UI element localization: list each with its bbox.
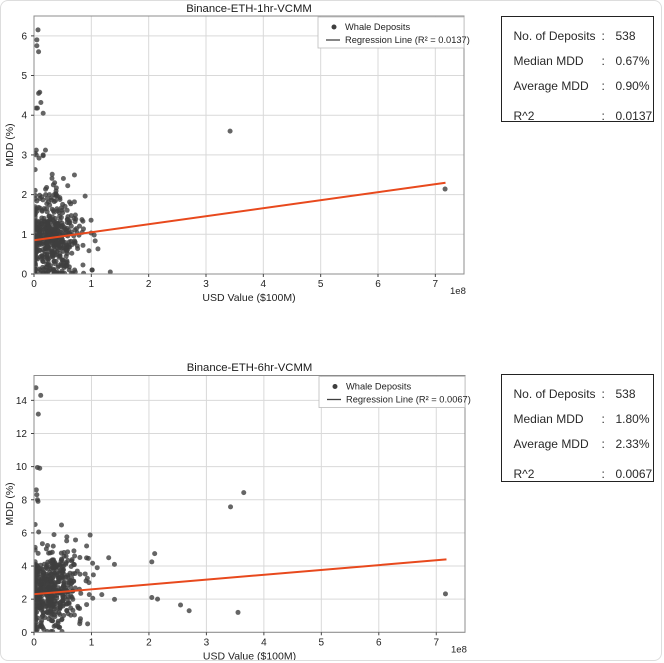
svg-text:3: 3 bbox=[204, 637, 210, 648]
svg-text:2: 2 bbox=[146, 637, 152, 648]
svg-text:Whale Deposits: Whale Deposits bbox=[345, 22, 410, 32]
svg-text:MDD (%): MDD (%) bbox=[4, 482, 16, 525]
svg-text:0: 0 bbox=[21, 628, 27, 639]
svg-text:10: 10 bbox=[16, 462, 28, 473]
svg-text:6: 6 bbox=[21, 31, 27, 42]
svg-text:0: 0 bbox=[31, 637, 37, 648]
svg-text:Binance-ETH-1hr-VCMM: Binance-ETH-1hr-VCMM bbox=[186, 3, 312, 15]
svg-text:1: 1 bbox=[89, 637, 95, 648]
svg-text:0: 0 bbox=[21, 270, 27, 281]
svg-text:6: 6 bbox=[376, 637, 382, 648]
svg-text:Whale Deposits: Whale Deposits bbox=[346, 382, 411, 392]
svg-text:4: 4 bbox=[21, 111, 27, 122]
svg-text:1e8: 1e8 bbox=[450, 286, 466, 297]
svg-text:7: 7 bbox=[433, 637, 439, 648]
svg-text:7: 7 bbox=[433, 279, 439, 290]
svg-text:5: 5 bbox=[319, 637, 325, 648]
svg-text:6: 6 bbox=[21, 528, 27, 539]
svg-text:8: 8 bbox=[21, 495, 27, 506]
svg-text:2: 2 bbox=[21, 595, 27, 606]
svg-text:USD Value ($100M): USD Value ($100M) bbox=[202, 292, 295, 304]
svg-text:3: 3 bbox=[203, 279, 209, 290]
svg-text:2: 2 bbox=[21, 190, 27, 201]
svg-text:0: 0 bbox=[31, 279, 37, 290]
svg-text:5: 5 bbox=[21, 71, 27, 82]
svg-text:USD Value ($100M): USD Value ($100M) bbox=[203, 650, 296, 661]
svg-text:2: 2 bbox=[146, 279, 152, 290]
svg-text:4: 4 bbox=[21, 562, 27, 573]
svg-text:1e8: 1e8 bbox=[451, 644, 467, 655]
svg-text:6: 6 bbox=[375, 279, 381, 290]
svg-text:1: 1 bbox=[89, 279, 95, 290]
svg-text:3: 3 bbox=[21, 150, 27, 161]
svg-text:4: 4 bbox=[261, 637, 267, 648]
svg-text:MDD (%): MDD (%) bbox=[4, 123, 16, 166]
svg-text:Regression Line (R² = 0.0137): Regression Line (R² = 0.0137) bbox=[345, 35, 470, 45]
svg-text:5: 5 bbox=[318, 279, 324, 290]
svg-text:Binance-ETH-6hr-VCMM: Binance-ETH-6hr-VCMM bbox=[187, 362, 313, 374]
svg-text:12: 12 bbox=[16, 429, 28, 440]
svg-text:1: 1 bbox=[21, 230, 27, 241]
svg-text:Regression Line (R² = 0.0067): Regression Line (R² = 0.0067) bbox=[346, 395, 471, 405]
svg-text:4: 4 bbox=[261, 279, 267, 290]
svg-text:14: 14 bbox=[16, 396, 28, 407]
